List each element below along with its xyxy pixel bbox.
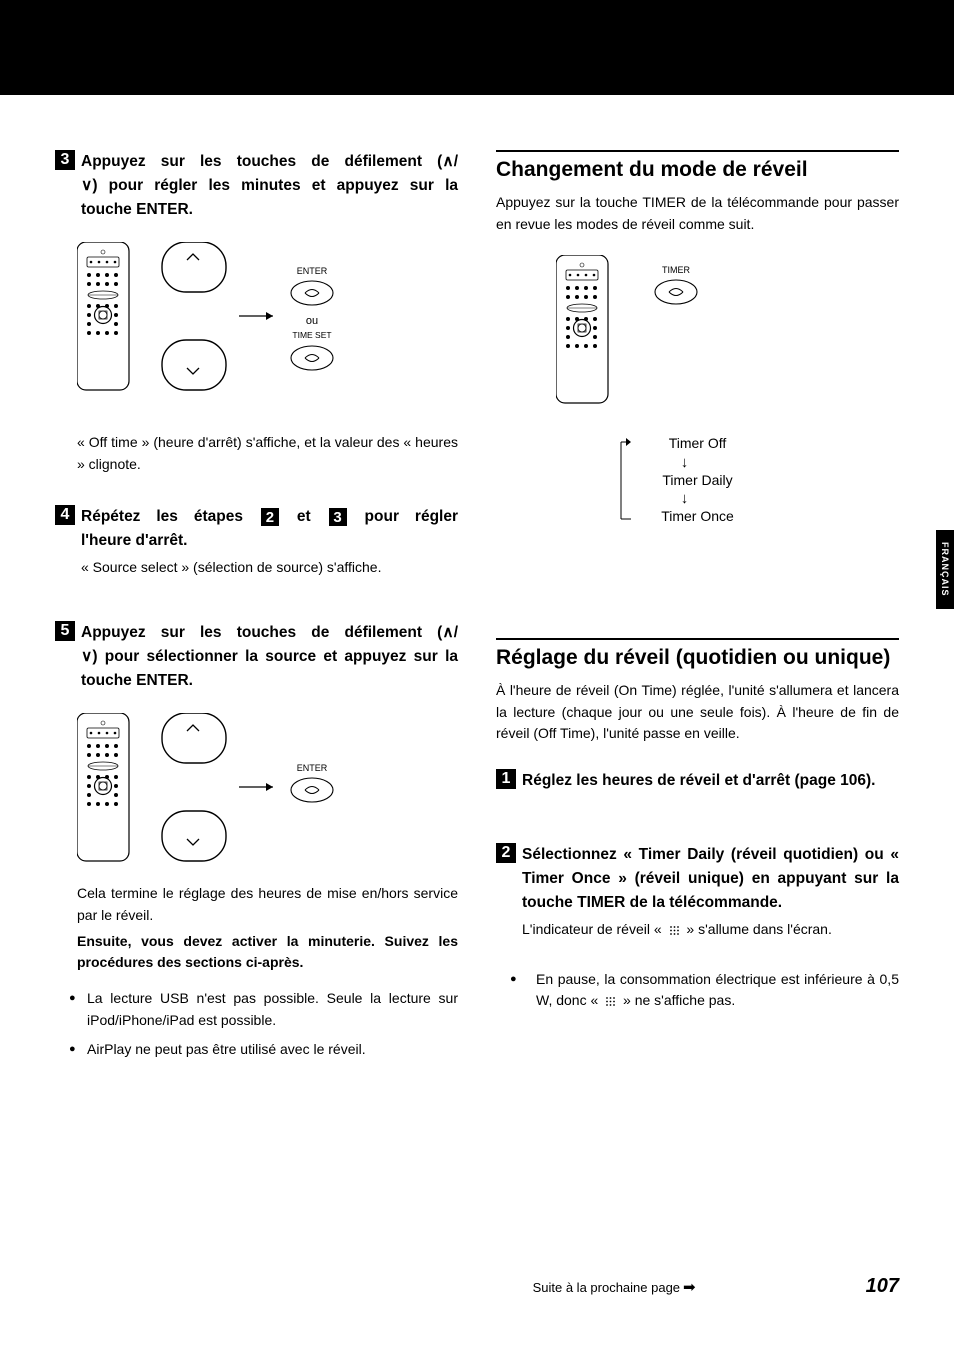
- page-content: 3 Appuyez sur les touches de défilement …: [0, 95, 954, 1069]
- page-number: 107: [866, 1275, 899, 1298]
- svg-text:TIME SET: TIME SET: [292, 330, 331, 340]
- ref-step-2: 2: [261, 508, 279, 526]
- header-black-bar: [0, 0, 954, 95]
- chevron-up-icon: ∧: [442, 153, 453, 170]
- step3-note: « Off time » (heure d'arrêt) s'affiche, …: [77, 432, 458, 475]
- svg-text:ENTER: ENTER: [297, 763, 328, 773]
- step-number-3: 3: [55, 150, 75, 170]
- section2-step-1: 1 Réglez les heures de réveil et d'arrêt…: [496, 769, 899, 793]
- section2-step-2: 2 Sélectionnez « Timer Daily (réveil quo…: [496, 843, 899, 941]
- step5-bullet-1: La lecture USB n'est pas possible. Seule…: [55, 988, 458, 1031]
- figure-remote-enter: ENTER: [77, 713, 367, 863]
- step-3: 3 Appuyez sur les touches de défilement …: [55, 150, 458, 222]
- timer-daily-label: Timer Daily: [633, 472, 763, 490]
- section2-step2-text: Sélectionnez « Timer Daily (réveil quoti…: [522, 843, 899, 915]
- step5-slash: /: [454, 624, 458, 641]
- figure-remote-enter-timeset: ENTER ou TIME SET: [77, 242, 387, 412]
- section1-heading: Changement du mode de réveil: [496, 158, 899, 182]
- step5-conclusion: Cela termine le réglage des heures de mi…: [77, 883, 458, 926]
- step4-text-c: pour régler: [349, 508, 458, 525]
- svg-text:ENTER: ENTER: [297, 266, 328, 276]
- section2-intro: À l'heure de réveil (On Time) réglée, l'…: [496, 680, 899, 745]
- step5-text-b: ) pour sélectionner la source et appuyez…: [81, 648, 458, 689]
- chevron-up-icon-2: ∧: [442, 624, 453, 641]
- step4-text-b: et: [281, 508, 327, 525]
- step4-text-a: Répétez les étapes: [81, 508, 259, 525]
- step-number-2: 2: [496, 843, 516, 863]
- step4-note: « Source select » (sélection de source) …: [81, 557, 458, 579]
- right-column: Changement du mode de réveil Appuyez sur…: [496, 150, 899, 1069]
- continue-next-page: Suite à la prochaine page➡: [533, 1278, 696, 1296]
- step5-text-a: Appuyez sur les touches de défilement (: [81, 624, 442, 641]
- arrow-right-icon: ➡: [683, 1279, 696, 1296]
- step5-followup-bold: Ensuite, vous devez activer la minuterie…: [77, 931, 458, 974]
- step-number-5: 5: [55, 621, 75, 641]
- chevron-down-icon: ∨: [81, 177, 92, 194]
- step-number-1: 1: [496, 769, 516, 789]
- left-column: 3 Appuyez sur les touches de défilement …: [55, 150, 458, 1069]
- chevron-down-icon-2: ∨: [81, 648, 92, 665]
- step3-text-b: ) pour régler les minutes et appuyez sur…: [81, 177, 458, 218]
- svg-text:ou: ou: [306, 315, 318, 327]
- section2-step2-note: L'indicateur de réveil « » s'allume dans…: [522, 919, 899, 941]
- svg-text:TIMER: TIMER: [662, 265, 690, 275]
- language-tab: FRANÇAIS: [936, 530, 954, 609]
- step3-slash: /: [454, 153, 458, 170]
- section2-bullet: En pause, la consommation électrique est…: [496, 969, 899, 1012]
- section1-intro: Appuyez sur la touche TIMER de la téléco…: [496, 192, 899, 235]
- clock-icon: [668, 924, 681, 937]
- timer-off-label: Timer Off: [633, 435, 763, 453]
- step-number-4: 4: [55, 505, 75, 525]
- step4-text-d: l'heure d'arrêt.: [81, 532, 187, 549]
- section2-step1-text: Réglez les heures de réveil et d'arrêt (…: [522, 769, 899, 793]
- section2-rule: [496, 638, 899, 640]
- clock-icon-2: [604, 995, 617, 1008]
- section2-heading: Réglage du réveil (quotidien ou unique): [496, 646, 899, 670]
- cycle-back-arrow-icon: [619, 437, 633, 523]
- step3-text-a: Appuyez sur les touches de défilement (: [81, 153, 442, 170]
- timer-once-label: Timer Once: [633, 508, 763, 526]
- section1-rule: [496, 150, 899, 152]
- step-5: 5 Appuyez sur les touches de défilement …: [55, 621, 458, 693]
- step-4: 4 Répétez les étapes 2 et 3 pour régler …: [55, 505, 458, 579]
- ref-step-3: 3: [329, 508, 347, 526]
- step5-bullet-2: AirPlay ne peut pas être utilisé avec le…: [55, 1039, 458, 1061]
- page-footer: Suite à la prochaine page➡ 107: [55, 1275, 899, 1298]
- timer-cycle-diagram: Timer Off ↓ Timer Daily ↓ Timer Once: [633, 435, 763, 526]
- figure-remote-timer: TIMER: [556, 255, 786, 415]
